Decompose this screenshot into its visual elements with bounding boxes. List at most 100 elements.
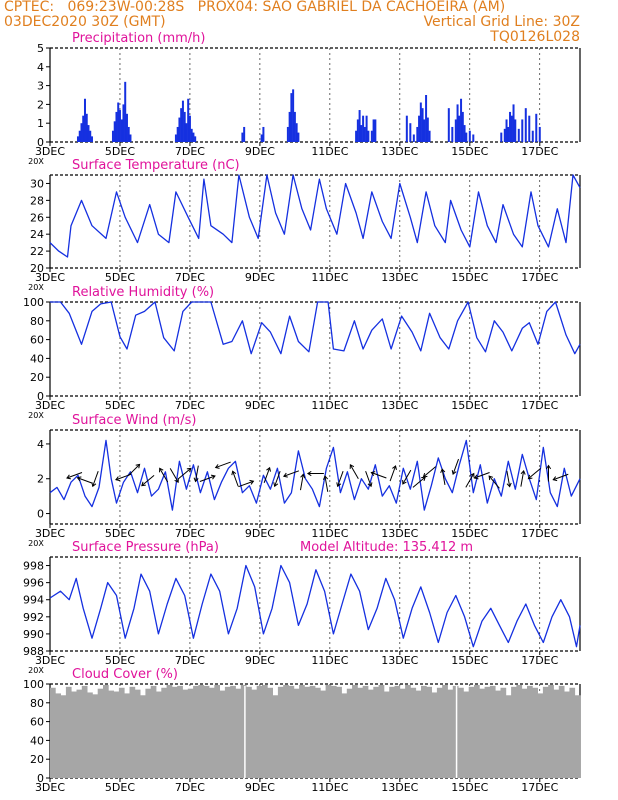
precip-bar xyxy=(117,102,120,142)
x-tick-label: 7DEC xyxy=(175,271,205,284)
precip-bar xyxy=(120,119,123,142)
cloud-bar xyxy=(410,687,417,778)
precip-bar xyxy=(456,104,459,142)
wind-arrow xyxy=(66,472,83,480)
cloud-bar xyxy=(436,687,443,778)
wind-arrow-head xyxy=(392,465,397,471)
y-tick-label: 28 xyxy=(30,194,44,207)
cloud-bar xyxy=(574,695,581,778)
y-tick-label: 3 xyxy=(37,80,44,93)
cloud-bar xyxy=(495,690,501,778)
precip-bar xyxy=(416,126,419,142)
wind-arrow xyxy=(178,467,192,480)
wind-arrow-shaft xyxy=(283,470,300,477)
precip-bar xyxy=(241,132,244,142)
header-grid-line: Vertical Grid Line: 30Z xyxy=(423,14,580,30)
cloud-bar xyxy=(187,688,194,778)
precip-bar xyxy=(405,115,408,142)
wind-arrow-shaft xyxy=(371,472,387,479)
x-tick-label: 13DEC xyxy=(381,527,418,540)
precip-bar xyxy=(419,102,422,142)
x-tick-label: 17DEC xyxy=(521,781,558,794)
y-tick-label: 992 xyxy=(23,611,44,624)
precip-bar xyxy=(370,130,373,142)
precip-bar xyxy=(451,126,454,142)
wind-arrow xyxy=(193,465,199,483)
cloud-bar xyxy=(182,689,189,778)
wind-arrow-shaft xyxy=(349,464,359,479)
cloud-bar xyxy=(378,684,385,778)
cloud-bar xyxy=(352,684,358,778)
x-tick-label: 13DEC xyxy=(381,399,418,412)
wind-arrow-head xyxy=(349,464,355,469)
y-tick-label: 0 xyxy=(37,136,44,149)
wind-arrow-head xyxy=(115,476,120,482)
cloud-bar xyxy=(405,684,411,778)
x-tick-label: 5DEC xyxy=(105,654,135,667)
cloud-bar xyxy=(537,693,544,778)
y-tick-label: 100 xyxy=(23,678,44,691)
x-tick-label: 7DEC xyxy=(175,781,205,794)
series-line xyxy=(49,439,581,511)
y-tick-label: 990 xyxy=(23,628,44,641)
cloud-bar xyxy=(299,684,305,778)
header-date: 03DEC2020 30Z (GMT) xyxy=(4,14,166,30)
series-line xyxy=(50,301,581,355)
cloud-bar xyxy=(368,689,374,778)
wind-arrow-shaft xyxy=(299,474,304,491)
precip-bar xyxy=(85,113,88,142)
y-tick-label: 998 xyxy=(23,560,44,573)
cloud-bar xyxy=(198,684,205,778)
precip-bar xyxy=(113,121,116,142)
precip-bar xyxy=(124,81,127,142)
precip-bar xyxy=(363,126,366,142)
wind-arrow xyxy=(127,463,141,477)
precip-bar xyxy=(194,136,197,142)
precip-bar xyxy=(192,132,195,142)
x-tick-label: 17DEC xyxy=(521,145,558,158)
wind-arrow-head xyxy=(473,474,479,480)
cloud-bar xyxy=(288,685,295,778)
wind-arrow-head xyxy=(440,468,446,474)
x-tick-label: 5DEC xyxy=(105,399,135,412)
y-tick-label: 22 xyxy=(30,245,44,258)
cloud-bar xyxy=(50,687,56,778)
partial-label: 20X xyxy=(28,283,44,292)
cloud-bar xyxy=(124,693,130,778)
cloud-bar xyxy=(81,685,88,778)
wind-arrow-head xyxy=(266,466,271,472)
precip-bar xyxy=(372,119,375,142)
cloud-bar xyxy=(336,686,342,778)
y-tick-label: 0 xyxy=(37,390,44,403)
cloud-bar xyxy=(426,686,432,778)
panel-title: Precipitation (mm/h) xyxy=(72,31,205,46)
cloud-bar xyxy=(76,689,83,778)
cloud-bar xyxy=(383,691,390,778)
precip-bar xyxy=(260,134,263,142)
precip-bar xyxy=(290,93,293,142)
y-tick-label: 996 xyxy=(23,577,44,590)
x-tick-label: 11DEC xyxy=(311,271,348,284)
panel-5: Cloud Cover (%) 0 20 40 60 80 100 3DEC 5DEC 7DEC 9… xyxy=(23,667,581,794)
precip-bar xyxy=(512,104,515,142)
cloud-bar xyxy=(65,686,72,778)
wind-arrow-head xyxy=(488,475,494,481)
precip-bar xyxy=(178,117,181,142)
wind-arrow-head xyxy=(186,467,192,473)
wind-arrow-shaft xyxy=(337,471,344,487)
x-tick-label: 13DEC xyxy=(381,145,418,158)
wind-arrow-shaft xyxy=(274,471,281,487)
wind-arrow-head xyxy=(552,476,558,482)
cloud-bar xyxy=(421,685,427,778)
wind-arrow-shaft xyxy=(402,469,412,485)
wind-arrow xyxy=(451,458,460,475)
x-tick-label: 7DEC xyxy=(175,654,205,667)
y-tick-label: 80 xyxy=(30,697,44,710)
cloud-bar xyxy=(230,685,236,778)
wind-arrow xyxy=(263,466,271,483)
precip-bar xyxy=(176,126,179,142)
x-tick-label: 15DEC xyxy=(451,399,488,412)
wind-arrow-head xyxy=(520,469,526,475)
cloud-bar xyxy=(166,684,173,778)
